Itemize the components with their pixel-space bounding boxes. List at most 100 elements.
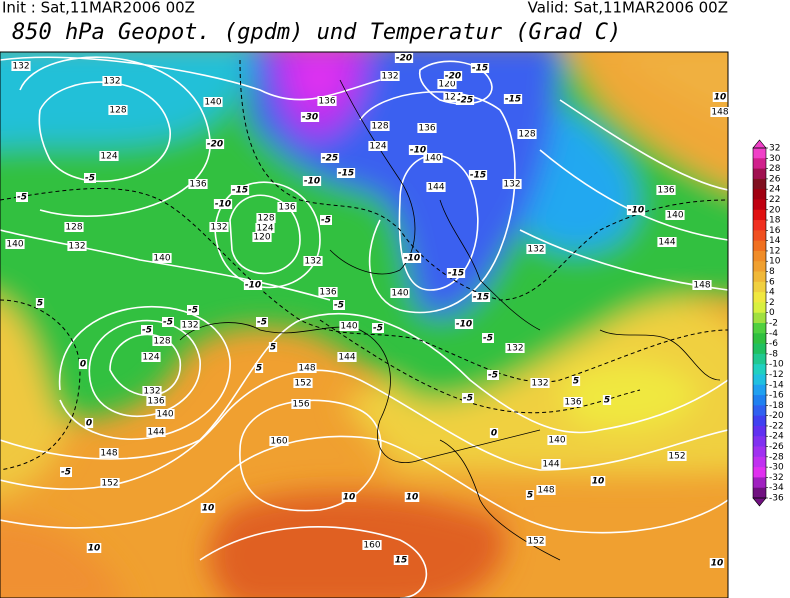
geopotential-label-box (277, 202, 297, 212)
colorbar-swatch (753, 353, 766, 365)
colorbar-label: -26 (769, 442, 784, 452)
geopotential-label: 136 (319, 288, 336, 298)
colorbar-swatch (753, 467, 766, 478)
temperature-label: -15 (470, 171, 486, 181)
colorbar-swatch (753, 158, 766, 169)
colorbar-label: -8 (769, 349, 778, 359)
geopotential-label: 128 (371, 122, 388, 132)
colorbar-swatch (753, 250, 766, 262)
geopotential-label-box (665, 210, 685, 220)
colorbar-swatch (753, 148, 766, 159)
geopotential-label: 124 (100, 152, 117, 162)
colorbar-label: -30 (769, 463, 784, 473)
colorbar-swatch (753, 230, 766, 242)
temperature-label: -25 (457, 96, 473, 106)
geopotential-label-box (362, 540, 382, 550)
geopotential-label-box (155, 409, 175, 419)
geopotential-label: 124 (444, 93, 461, 103)
colorbar-label: -34 (769, 483, 784, 493)
geopotential-label: 136 (318, 97, 335, 107)
temperature-label-box (602, 395, 612, 405)
temperature-label-box (455, 95, 475, 105)
colorbar-label: 30 (769, 154, 781, 164)
temperature-label-box (341, 492, 357, 502)
colorbar-label: 32 (769, 144, 780, 154)
geopotential-label: 156 (292, 400, 309, 410)
geopotential-label: 144 (147, 428, 164, 438)
temperature-label-box (60, 467, 72, 477)
geopotential-label: 132 (381, 72, 398, 82)
temperature-label-box (141, 325, 153, 335)
temperature-label-box (404, 492, 420, 502)
geopotential-label-box (657, 237, 677, 247)
colorbar-swatch (753, 343, 766, 355)
temperature-label-box (443, 71, 463, 81)
geopotential-label-box (536, 485, 556, 495)
temperature-label: -10 (304, 177, 320, 187)
geopotential-label: 132 (181, 321, 198, 331)
geopotential-label: 128 (65, 223, 82, 233)
temperature-label-box (525, 490, 535, 500)
geopotential-label-box (390, 288, 410, 298)
temperature-label-box (78, 359, 88, 369)
geopotential-label: 140 (424, 154, 441, 164)
temperature-label-box (626, 205, 646, 215)
geopotential-label-box (152, 253, 172, 263)
colorbar-swatch (753, 405, 766, 417)
geopotential-label-box (99, 448, 119, 458)
temperature-label-box (86, 543, 102, 553)
temperature-label: -5 (257, 318, 267, 328)
geopotential-label-box (370, 121, 390, 131)
geopotential-label: 128 (109, 106, 126, 116)
temperature-label: 15 (395, 556, 408, 566)
colorbar-label: -12 (769, 370, 784, 380)
colorbar-label: 26 (769, 174, 781, 184)
temperature-label-box (408, 145, 428, 155)
temperature-label: -5 (85, 174, 95, 184)
temperature-label: -15 (473, 293, 489, 303)
colorbar-swatch (753, 209, 766, 221)
temperature-label-box (187, 305, 199, 315)
geopotential-label-box (255, 223, 275, 233)
temperature-label: -20 (396, 54, 412, 64)
temperature-label-box (709, 558, 725, 568)
geopotential-label-box (656, 185, 676, 195)
colorbar-swatch (753, 323, 766, 334)
temperature-label: -30 (302, 113, 318, 123)
colorbar-swatch (753, 415, 766, 427)
geopotential-label-box (517, 129, 537, 139)
geopotential-label: 152 (294, 379, 311, 389)
geopotential-label: 144 (658, 238, 675, 248)
geopotential-label-box (380, 71, 400, 81)
colorbar-swatch (753, 168, 766, 180)
temperature-label: 5 (270, 343, 276, 353)
temperature-label-box (468, 170, 488, 180)
geopotential-label: 140 (204, 98, 221, 108)
geopotential-label: 160 (270, 437, 287, 447)
temperature-label: 10 (202, 504, 215, 514)
geopotential-label: 120 (253, 233, 270, 243)
geopotential-label: 132 (304, 257, 321, 267)
geopotential-label: 148 (711, 108, 728, 118)
geopotential-label-box (141, 352, 161, 362)
temperature-label: -10 (215, 200, 231, 210)
colorbar-swatch (753, 333, 766, 344)
temperature-label-box (200, 503, 216, 513)
geopotential-label-box (368, 141, 388, 151)
geopotential-label-box (293, 378, 313, 388)
colorbar-swatch (753, 425, 766, 437)
temperature-label: -15 (232, 186, 248, 196)
colorbar-swatch (753, 456, 766, 468)
colorbar-swatch (753, 199, 766, 211)
temperature-label-box (320, 153, 340, 163)
colorbar-label: 2 (769, 298, 775, 308)
geopotential-label-box (437, 79, 457, 89)
geopotential-label-box (180, 320, 200, 330)
valid-time: Valid: Sat,11MAR2006 00Z (528, 0, 728, 17)
geopotential-label-box (337, 352, 357, 362)
geopotential-label: 132 (531, 379, 548, 389)
geopotential-label: 120 (438, 80, 455, 90)
geopotential-label-box (142, 386, 162, 396)
colorbar: 32302826242220181614121086420-2-4-6-8-10… (752, 139, 784, 507)
